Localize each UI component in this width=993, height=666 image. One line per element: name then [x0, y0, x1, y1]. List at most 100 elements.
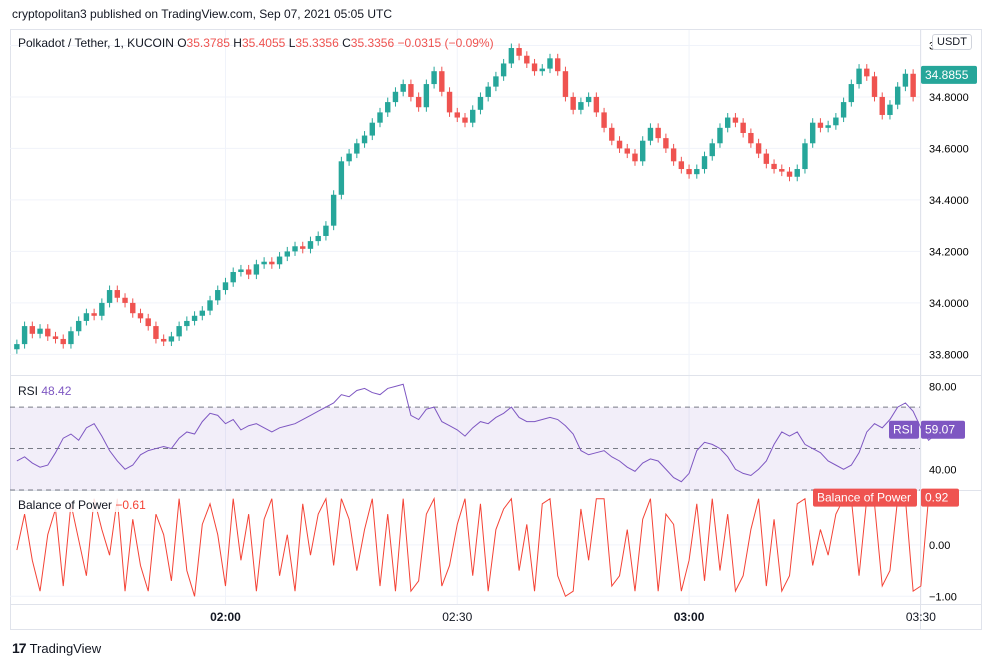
- x-tick-label: 02:00: [210, 610, 241, 624]
- grid-lines: [10, 30, 922, 604]
- y-tick-label: 34.4000: [929, 195, 969, 207]
- candle-body: [500, 63, 507, 77]
- rsi-legend: RSI 48.42: [18, 384, 71, 398]
- publish-info: cryptopolitan3 published on TradingView.…: [12, 7, 393, 21]
- candle-body: [75, 320, 82, 332]
- candle-body: [400, 84, 406, 92]
- candle-body: [864, 68, 870, 77]
- candle-body: [21, 326, 28, 345]
- rsi-line: [16, 383, 945, 483]
- candle-body: [732, 117, 739, 123]
- candle-body: [779, 169, 785, 172]
- candle-body: [609, 127, 615, 141]
- candle-body: [624, 148, 630, 154]
- candle-body: [709, 143, 715, 157]
- candle-body: [848, 84, 855, 103]
- rsi-band: [10, 406, 920, 491]
- candle-body: [191, 315, 198, 321]
- candle-body: [578, 102, 584, 110]
- rsi-tick-label: 80.00: [929, 381, 957, 393]
- candle-body: [354, 143, 360, 154]
- bop-name-badge-bg: [813, 488, 917, 507]
- candle-body: [833, 117, 839, 126]
- candle-body: [670, 148, 677, 162]
- candle-body: [269, 261, 275, 265]
- candle-body: [160, 338, 167, 342]
- candle-body: [809, 122, 816, 144]
- price-badges: 34.8855 RSI 59.07 Balance of Power 0.92: [813, 65, 977, 507]
- low-value: 35.3356: [295, 36, 339, 50]
- candle-body: [547, 58, 553, 69]
- rsi-value-badge-bg: [921, 420, 965, 439]
- candle-body: [524, 55, 530, 64]
- candle-body: [894, 86, 901, 105]
- candle-body: [485, 86, 491, 97]
- candle-body: [724, 117, 731, 128]
- candle-body: [284, 251, 290, 257]
- candle-body: [369, 122, 375, 136]
- candle-body: [516, 48, 522, 56]
- candle-body: [655, 127, 661, 139]
- high-label: H: [233, 36, 242, 50]
- brand-name[interactable]: TradingView: [29, 640, 102, 656]
- candle-body: [415, 96, 422, 108]
- candle-body: [616, 140, 623, 149]
- candle-body: [199, 310, 206, 316]
- high-value: 35.4055: [241, 36, 286, 50]
- candle-body: [153, 326, 159, 339]
- candle-body: [794, 169, 800, 177]
- rsi-tick-label: 40.00: [929, 464, 957, 476]
- candle-body: [137, 313, 144, 319]
- bop-value: −0.61: [115, 498, 146, 512]
- candle-body: [106, 290, 113, 303]
- close-value: 35.3356: [350, 36, 395, 50]
- candle-body: [632, 153, 638, 162]
- candle-body: [663, 138, 669, 149]
- bop-line: [16, 496, 930, 598]
- candle-body: [840, 102, 847, 118]
- candle-body: [647, 127, 654, 141]
- candle-body: [323, 225, 329, 236]
- candle-body: [292, 246, 298, 252]
- y-tick-label: 33.8000: [929, 349, 969, 361]
- rsi-series: [16, 383, 945, 483]
- candle-body: [763, 153, 770, 164]
- y-tick-label: 34.8000: [929, 92, 969, 104]
- candle-body: [245, 269, 252, 275]
- currency-button[interactable]: USDT: [932, 34, 972, 50]
- candle-body: [493, 76, 499, 87]
- change-value: −0.0315 (−0.09%): [397, 36, 494, 50]
- candle-body: [856, 68, 862, 85]
- candle-body: [431, 71, 437, 85]
- candle-body: [60, 338, 66, 345]
- candle-body: [385, 102, 391, 113]
- candle-body: [462, 117, 468, 123]
- candle-body: [902, 73, 909, 87]
- candle-body: [52, 336, 59, 339]
- candle-body: [748, 132, 754, 144]
- candle-body: [879, 96, 885, 115]
- candle-body: [555, 58, 561, 72]
- symbol-title: Polkadot / Tether, 1, KUCOIN: [18, 36, 174, 50]
- bop-title: Balance of Power: [18, 498, 113, 512]
- bop-value-badge: 0.92: [925, 491, 949, 505]
- candle-body: [802, 143, 808, 170]
- candle-body: [14, 344, 20, 350]
- candle-body: [145, 318, 151, 327]
- y-tick-label: 34.2000: [929, 246, 969, 258]
- candle-body: [601, 112, 607, 128]
- main-legend: Polkadot / Tether, 1, KUCOIN O35.3785 H3…: [18, 36, 494, 50]
- last-price-badge: 34.8855: [925, 68, 969, 82]
- candle-body: [45, 328, 51, 337]
- candle-body: [184, 320, 190, 327]
- candle-body: [392, 91, 399, 103]
- bop-name-badge: Balance of Power: [817, 491, 911, 505]
- candle-body: [423, 84, 430, 108]
- x-tick-label: 03:30: [906, 610, 936, 624]
- candlestick-series: [14, 43, 916, 354]
- candle-body: [678, 161, 685, 170]
- candle-body: [771, 163, 777, 170]
- candle-body: [253, 264, 260, 275]
